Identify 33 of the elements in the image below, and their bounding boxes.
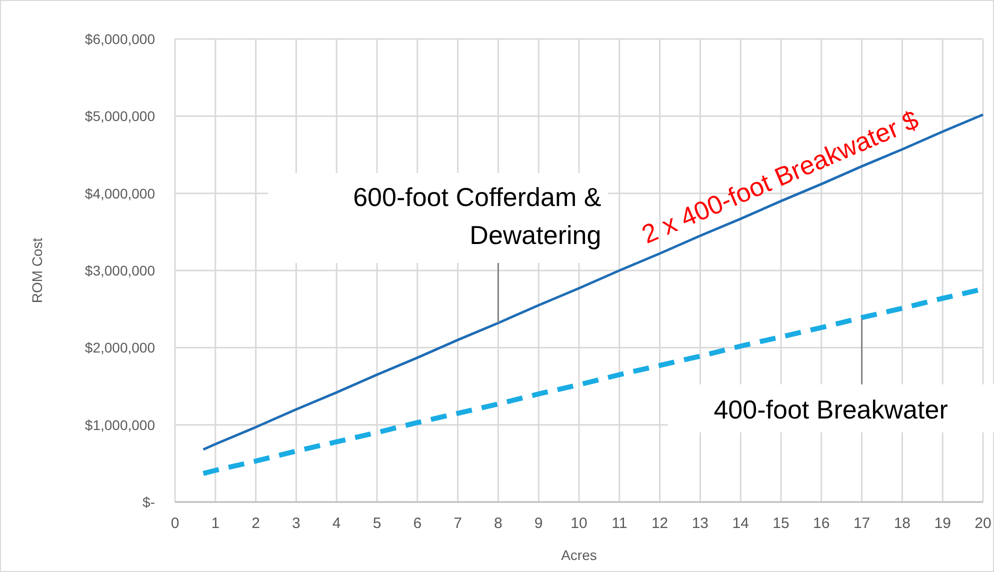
annotation: 600-foot Cofferdam & Dewatering: [353, 182, 602, 250]
x-tick-label: 6: [413, 515, 422, 532]
y-tick-label: $2,000,000: [84, 340, 156, 356]
x-tick-label: 3: [292, 515, 300, 532]
x-tick-label: 14: [732, 515, 749, 532]
x-tick-label: 8: [494, 515, 502, 532]
x-axis-title: Acres: [561, 547, 597, 563]
x-tick-label: 20: [974, 515, 992, 532]
y-axis-title: ROM Cost: [29, 238, 45, 304]
y-tick-label: $1,000,000: [84, 416, 156, 433]
y-tick-label: $4,000,000: [84, 185, 156, 202]
annotation: 400-foot Breakwater: [714, 394, 948, 424]
x-tick-label: 7: [454, 515, 462, 532]
y-tick-label: $3,000,000: [84, 262, 156, 278]
x-tick-label: 12: [651, 515, 668, 532]
x-tick-label: 17: [853, 515, 870, 532]
x-tick-label: 9: [534, 515, 543, 532]
y-tick-label: $6,000,000: [84, 31, 156, 47]
x-tick-label: 5: [372, 515, 382, 532]
x-tick-label: 13: [692, 515, 709, 532]
x-tick-label: 10: [570, 515, 588, 532]
y-tick-label: $5,000,000: [84, 108, 156, 124]
x-tick-label: 19: [934, 515, 951, 532]
x-tick-label: 15: [772, 515, 790, 532]
line-series: [202, 113, 984, 451]
x-tick-label: 4: [332, 515, 341, 532]
x-tick-label: 2: [252, 515, 260, 532]
x-tick-label: 16: [813, 515, 830, 532]
x-tick-label: 0: [170, 515, 180, 532]
x-tick-label: 11: [612, 515, 628, 532]
y-tick-label: $-: [142, 494, 156, 510]
x-tick-label: 1: [211, 515, 220, 532]
x-tick-label: 18: [894, 515, 911, 532]
